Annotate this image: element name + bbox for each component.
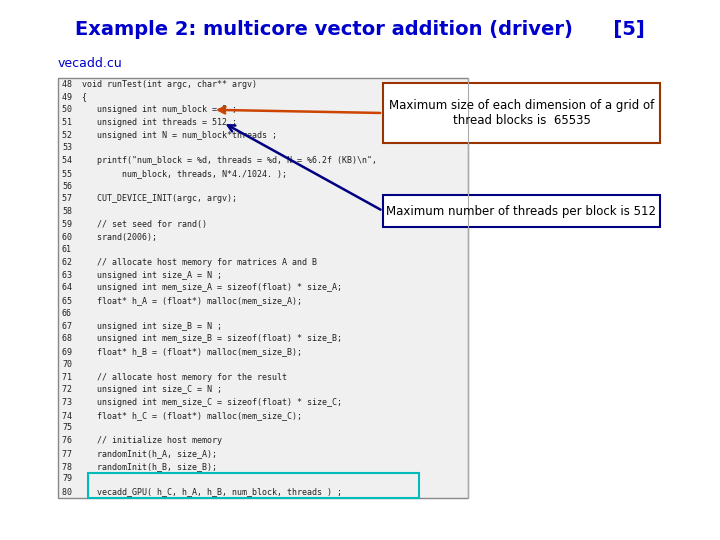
Text: 54     printf("num_block = %d, threads = %d, N = %6.2f (KB)\n",: 54 printf("num_block = %d, threads = %d,… (62, 156, 377, 165)
Text: 50     unsigned int num_block = 8 ;: 50 unsigned int num_block = 8 ; (62, 105, 237, 114)
Text: 80     vecadd_GPU( h_C, h_A, h_B, num_block, threads ) ;: 80 vecadd_GPU( h_C, h_A, h_B, num_block,… (62, 487, 342, 496)
Text: 56: 56 (62, 181, 72, 191)
Bar (383, 195, 660, 227)
Text: 76     // initialize host memory: 76 // initialize host memory (62, 436, 222, 445)
Text: 70: 70 (62, 360, 72, 369)
Text: 74     float* h_C = (float*) malloc(mem_size_C);: 74 float* h_C = (float*) malloc(mem_size… (62, 411, 302, 420)
Text: 75: 75 (62, 423, 72, 433)
Text: 58: 58 (62, 207, 72, 216)
Text: 63     unsigned int size_A = N ;: 63 unsigned int size_A = N ; (62, 271, 222, 280)
Text: 72     unsigned int size_C = N ;: 72 unsigned int size_C = N ; (62, 386, 222, 394)
Text: 71     // allocate host memory for the result: 71 // allocate host memory for the resul… (62, 373, 287, 382)
Text: 79: 79 (62, 475, 72, 483)
Text: 60     srand(2006);: 60 srand(2006); (62, 233, 157, 241)
Text: 77     randomInit(h_A, size_A);: 77 randomInit(h_A, size_A); (62, 449, 217, 458)
Text: 78     randomInit(h_B, size_B);: 78 randomInit(h_B, size_B); (62, 462, 217, 471)
Text: 49  {: 49 { (62, 92, 87, 102)
Text: Maximum size of each dimension of a grid of
thread blocks is  65535: Maximum size of each dimension of a grid… (389, 99, 654, 127)
Bar (383, 83, 660, 143)
Text: 66: 66 (62, 309, 72, 318)
Text: vecadd.cu: vecadd.cu (58, 57, 122, 70)
Text: 67     unsigned int size_B = N ;: 67 unsigned int size_B = N ; (62, 322, 222, 330)
Text: 62     // allocate host memory for matrices A and B: 62 // allocate host memory for matrices … (62, 258, 317, 267)
Text: 48  void runTest(int argc, char** argv): 48 void runTest(int argc, char** argv) (62, 80, 257, 89)
Text: Example 2: multicore vector addition (driver)      [5]: Example 2: multicore vector addition (dr… (75, 20, 645, 39)
Text: 52     unsigned int N = num_block*threads ;: 52 unsigned int N = num_block*threads ; (62, 131, 277, 140)
Bar (88, 472, 419, 498)
Text: 69     float* h_B = (float*) malloc(mem_size_B);: 69 float* h_B = (float*) malloc(mem_size… (62, 347, 302, 356)
Bar (58, 78, 468, 498)
Text: 73     unsigned int mem_size_C = sizeof(float) * size_C;: 73 unsigned int mem_size_C = sizeof(floa… (62, 398, 342, 407)
Text: Maximum number of threads per block is 512: Maximum number of threads per block is 5… (387, 205, 657, 218)
Text: 57     CUT_DEVICE_INIT(argc, argv);: 57 CUT_DEVICE_INIT(argc, argv); (62, 194, 237, 204)
Text: 53: 53 (62, 144, 72, 152)
Text: 64     unsigned int mem_size_A = sizeof(float) * size_A;: 64 unsigned int mem_size_A = sizeof(floa… (62, 284, 342, 293)
Text: 59     // set seed for rand(): 59 // set seed for rand() (62, 220, 207, 229)
Text: 51     unsigned int threads = 512 ;: 51 unsigned int threads = 512 ; (62, 118, 237, 127)
Text: 65     float* h_A = (float*) malloc(mem_size_A);: 65 float* h_A = (float*) malloc(mem_size… (62, 296, 302, 305)
Text: 61: 61 (62, 245, 72, 254)
Text: 68     unsigned int mem_size_B = sizeof(float) * size_B;: 68 unsigned int mem_size_B = sizeof(floa… (62, 334, 342, 343)
Text: 55          num_block, threads, N*4./1024. );: 55 num_block, threads, N*4./1024. ); (62, 169, 287, 178)
